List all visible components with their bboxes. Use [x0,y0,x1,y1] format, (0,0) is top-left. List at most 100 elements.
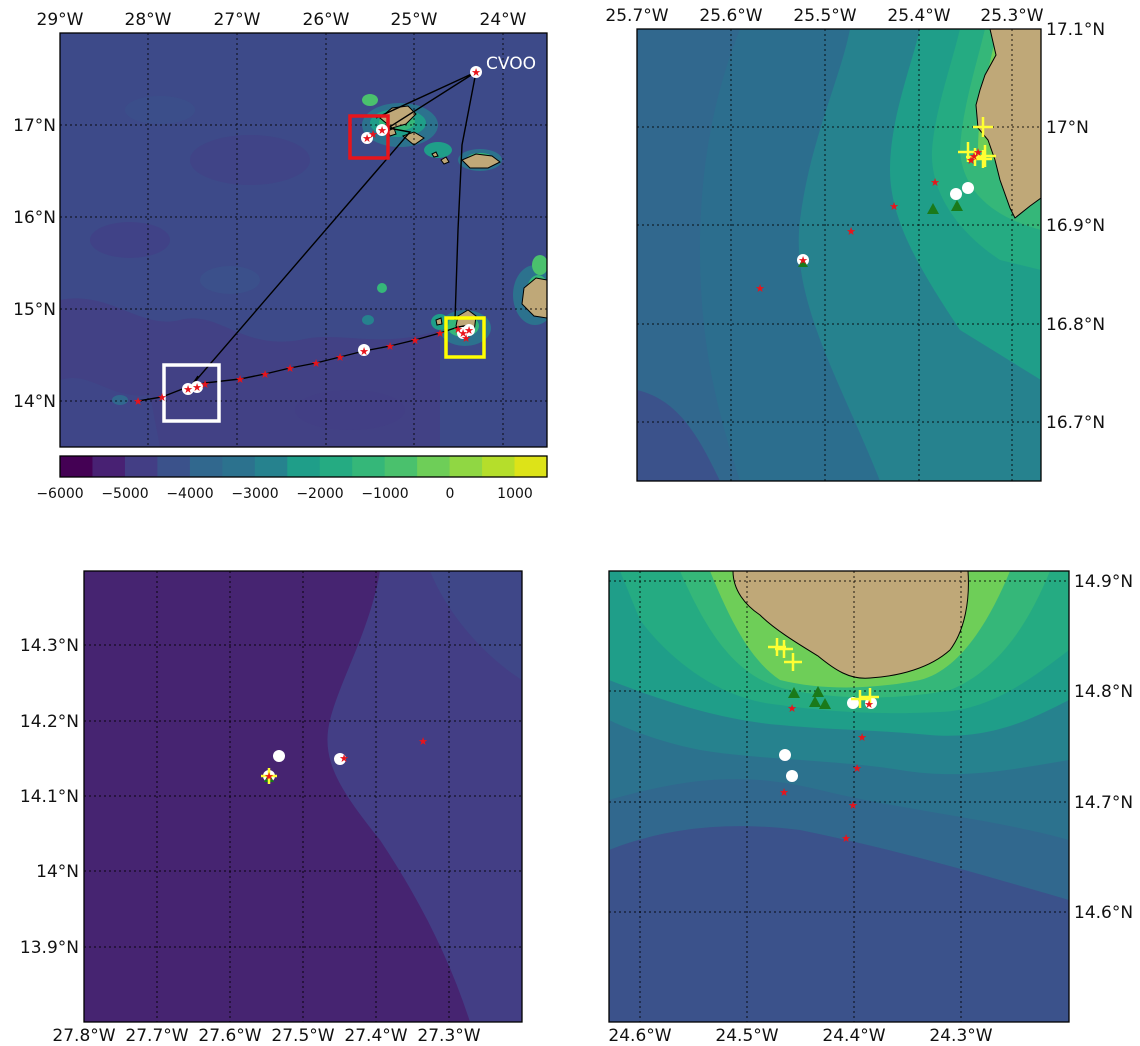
svg-text:★: ★ [435,327,445,340]
west-zoom-map: ★ ★ ★ 27.8°W 27.7°W 27.6°W 27.5°W 27.4°W 2… [20,570,523,1046]
colorbar-tick-label: −5000 [101,486,148,502]
svg-text:★: ★ [264,770,274,783]
overview-map: ★ ★★ ★★ ★ ★ ★ ★ ★ ★ ★ ★★ ★ ★★★ ★★ ★ ★ CVOO 29°W … [13,10,548,448]
svg-text:★: ★ [461,332,471,345]
west-lon-ticks: 27.8°W 27.7°W 27.6°W 27.5°W 27.4°W 27.3°… [52,1026,480,1046]
svg-text:★: ★ [200,378,210,391]
colorbar-ticks: −6000 −5000 −4000 −3000 −2000 −1000 0 10… [36,486,533,502]
north-region-box [348,114,390,160]
lat-tick-label: 16°N [13,208,56,228]
lat-tick-label: 17°N [13,116,56,136]
colorbar-swatch [287,456,321,477]
overview-frame [59,32,548,448]
west-region-box [162,363,221,423]
south-stations: ★ ★ ★ ★ ★ ★ ★ [779,698,874,845]
colorbar-swatch [482,456,516,477]
svg-text:★: ★ [418,735,428,748]
colorbar-frame [59,455,548,478]
lon-tick-label: 24.3°W [929,1026,992,1046]
west-stations: ★ ★ ★ [264,735,428,783]
svg-text:★: ★ [285,362,295,375]
south-lat-ticks: 14.9°N 14.8°N 14.7°N 14.6°N [1074,572,1133,923]
north-lat-ticks: 17.1°N 17°N 16.9°N 16.8°N 16.7°N [1046,20,1105,433]
colorbar-swatches [60,456,548,477]
cvoo-station-label: CVOO [486,54,536,74]
north-crosses [958,117,996,168]
colorbar-tick-label: −2000 [296,486,343,502]
south-casts [788,686,831,709]
svg-text:★: ★ [339,752,349,765]
colorbar-tick-label: 1000 [497,486,533,502]
west-casts [261,768,277,784]
lat-tick-label: 17°N [1046,118,1089,138]
lon-tick-label: 26°W [303,10,350,30]
lon-tick-label: 29°W [37,10,84,30]
lon-tick-label: 27.6°W [198,1026,261,1046]
colorbar-swatch [60,456,94,477]
colorbar-swatch [384,456,418,477]
colorbar-swatch [352,456,386,477]
lon-tick-label: 24.6°W [608,1026,671,1046]
south-frame [608,570,1070,1023]
svg-text:★: ★ [755,282,765,295]
lat-tick-label: 14°N [13,392,56,412]
svg-text:★: ★ [362,132,372,145]
svg-text:★: ★ [183,383,193,396]
svg-text:★: ★ [779,786,789,799]
south-zoom-map: ★ ★ ★ ★ ★ ★ ★ 24.6°W 24.5°W 24.4°W 24.3°W 14… [608,570,1133,1046]
lat-tick-label: 13.9°N [20,938,79,958]
lat-tick-label: 14.2°N [20,712,79,732]
lon-tick-label: 24°W [480,10,527,30]
colorbar-swatch [514,456,548,477]
north-bathymetry [637,29,1041,481]
colorbar-tick-label: −4000 [166,486,213,502]
colorbar-swatch [92,456,126,477]
colorbar-swatch [124,456,158,477]
overview-lat-ticks: 17°N 16°N 15°N 14°N [13,116,56,412]
lon-tick-label: 25°W [391,10,438,30]
svg-text:★: ★ [464,324,474,337]
north-frame [636,28,1042,482]
lon-tick-label: 24.5°W [715,1026,778,1046]
south-gliders [779,697,877,782]
colorbar-tick-label: −1000 [361,486,408,502]
svg-text:★: ★ [973,146,983,159]
colorbar-swatch [449,456,483,477]
svg-text:★: ★ [857,731,867,744]
south-lon-ticks: 24.6°W 24.5°W 24.4°W 24.3°W [608,1026,992,1046]
svg-text:★: ★ [260,368,270,381]
west-frame [83,570,523,1023]
lon-tick-label: 27.3°W [417,1026,480,1046]
svg-text:★: ★ [368,128,378,141]
west-lat-ticks: 14.3°N 14.2°N 14.1°N 14°N 13.9°N [20,636,79,958]
svg-text:★: ★ [377,124,387,137]
svg-text:★: ★ [848,799,858,812]
svg-text:★: ★ [410,334,420,347]
svg-text:★: ★ [852,762,862,775]
lat-tick-label: 16.8°N [1046,315,1105,335]
colorbar-tick-label: −3000 [231,486,278,502]
lon-tick-label: 25.3°W [980,6,1043,26]
south-region-box [444,316,486,359]
overview-stations: ★ ★★ ★★ ★ ★ ★ ★ ★ ★ ★ ★★ ★ ★★★ ★★ ★ ★ [133,66,481,408]
lon-tick-label: 25.4°W [887,6,950,26]
colorbar-swatch [319,456,353,477]
north-gridlines [637,29,1041,481]
lat-tick-label: 14.7°N [1074,793,1133,813]
lon-tick-label: 27.7°W [125,1026,188,1046]
overview-bathymetry [60,33,547,447]
lon-tick-label: 27°W [214,10,261,30]
overview-lon-ticks: 29°W 28°W 27°W 26°W 25°W 24°W [37,10,527,30]
svg-text:★: ★ [359,345,369,358]
north-lon-ticks: 25.7°W 25.6°W 25.5°W 25.4°W 25.3°W [605,6,1043,26]
lat-tick-label: 14°N [36,862,79,882]
colorbar-swatch [254,456,288,477]
colorbar: −6000 −5000 −4000 −3000 −2000 −1000 0 10… [36,455,548,502]
svg-text:★: ★ [458,327,468,340]
svg-text:★: ★ [930,176,940,189]
colorbar-swatch [157,456,191,477]
svg-text:★: ★ [385,340,395,353]
svg-text:★: ★ [798,254,808,267]
lon-tick-label: 27.4°W [344,1026,407,1046]
